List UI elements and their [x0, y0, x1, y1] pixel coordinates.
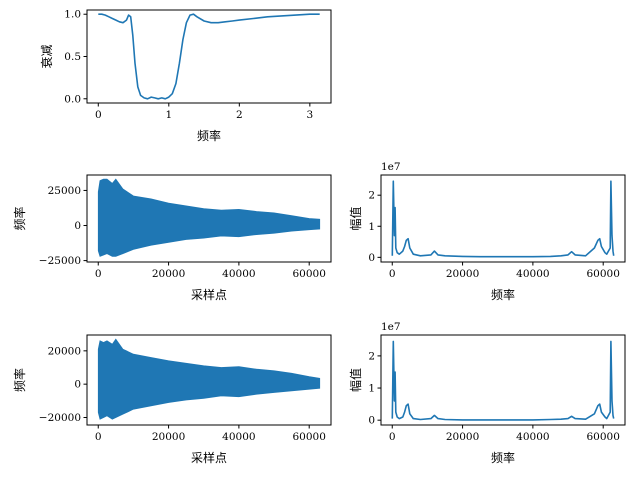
y-tick-label: −25000	[39, 255, 81, 267]
x-tick-label: 0	[95, 268, 102, 280]
signal-envelope	[97, 338, 321, 420]
x-axis-label: 采样点	[191, 450, 227, 465]
y-axis-label: 衰减	[39, 44, 54, 68]
chart-original-signal: 0 20000 40000 60000 −25000 0 25000 采样点 频率	[12, 174, 332, 302]
y-tick-label: 0	[368, 252, 375, 264]
x-tick-label: 40000	[516, 431, 549, 443]
y-axis-label: 频率	[12, 206, 27, 230]
y-tick-label: 2	[368, 350, 375, 362]
y-tick-label: 0	[368, 415, 375, 427]
plot-frame	[86, 9, 332, 104]
y-axis-label: 幅值	[348, 206, 363, 230]
y-tick-label: 0.0	[64, 93, 81, 105]
chart-filtered-spectrum: 0 20000 40000 60000 0 1 2 频率 幅值 1e7	[348, 321, 626, 465]
series-line	[391, 340, 615, 421]
series-line	[98, 13, 320, 100]
plot-frame	[86, 174, 332, 263]
y-tick-label: 1.0	[64, 9, 81, 21]
x-tick-label: 0	[95, 431, 102, 443]
chart-filtered-signal: 0 20000 40000 60000 −20000 0 20000 采样点 频率	[12, 334, 332, 465]
x-tick-label: 60000	[586, 431, 619, 443]
x-tick-label: 60000	[292, 431, 325, 443]
series-line	[391, 180, 615, 258]
x-axis-label: 频率	[491, 287, 515, 302]
x-tick-label: 40000	[222, 268, 255, 280]
x-tick-label: 2	[236, 109, 243, 121]
y-tick-label: 1	[368, 383, 375, 395]
signal-envelope	[97, 178, 321, 257]
y-offset-label: 1e7	[381, 321, 401, 333]
x-tick-label: 3	[307, 109, 314, 121]
x-tick-label: 60000	[586, 268, 619, 280]
plot-frame	[380, 334, 626, 426]
x-tick-label: 0	[389, 268, 396, 280]
y-tick-label: 2	[368, 190, 375, 202]
y-tick-label: 0	[74, 379, 81, 391]
x-tick-label: 20000	[446, 431, 479, 443]
chart-original-spectrum: 0 20000 40000 60000 0 1 2 频率 幅值 1e7	[348, 161, 626, 302]
y-tick-label: 0	[74, 220, 81, 232]
y-axis-label: 幅值	[348, 368, 363, 392]
x-axis-label: 频率	[197, 128, 221, 143]
x-tick-label: 60000	[292, 268, 325, 280]
y-tick-label: 20000	[48, 345, 81, 357]
y-offset-label: 1e7	[381, 161, 401, 173]
x-axis-label: 采样点	[191, 287, 227, 302]
x-tick-label: 20000	[446, 268, 479, 280]
plot-frame	[380, 174, 626, 263]
y-tick-label: 25000	[48, 185, 81, 197]
chart-filter-response: 0 1 2 3 0.0 0.5 1.0 频率 衰减	[39, 9, 332, 143]
y-tick-label: 0.5	[64, 51, 81, 63]
y-tick-label: 1	[368, 221, 375, 233]
y-axis-label: 频率	[12, 368, 27, 392]
x-tick-label: 0	[389, 431, 396, 443]
x-axis-label: 频率	[491, 450, 515, 465]
x-tick-label: 40000	[516, 268, 549, 280]
x-tick-label: 40000	[222, 431, 255, 443]
plot-frame	[86, 334, 332, 426]
x-tick-label: 20000	[152, 268, 185, 280]
y-tick-label: −20000	[39, 412, 81, 424]
x-tick-label: 0	[95, 109, 102, 121]
x-tick-label: 20000	[152, 431, 185, 443]
x-tick-label: 1	[165, 109, 172, 121]
